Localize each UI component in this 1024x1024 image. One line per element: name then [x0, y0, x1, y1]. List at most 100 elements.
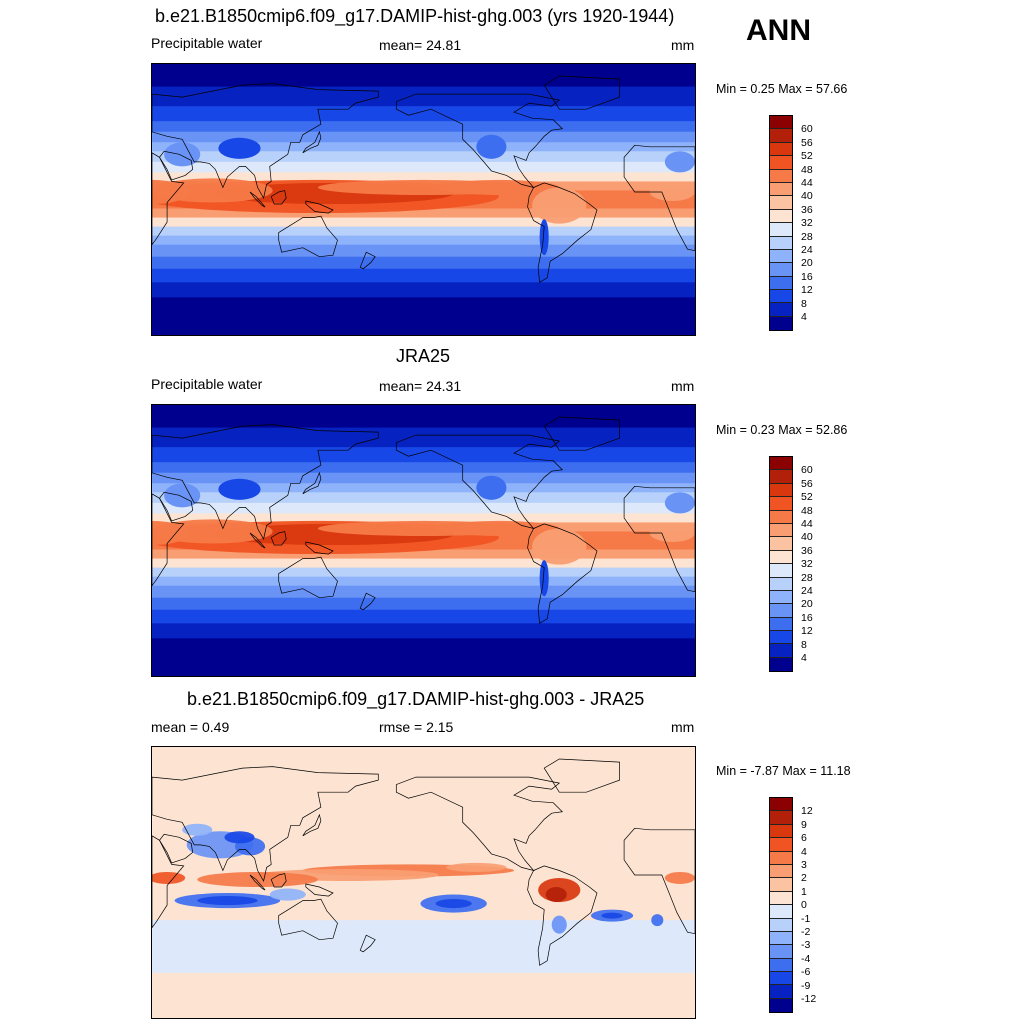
colorbar-tick-label: 0: [801, 899, 807, 912]
map-field: [152, 64, 695, 335]
colorbar-swatch: [770, 263, 792, 277]
main-title: b.e21.B1850cmip6.f09_g17.DAMIP-hist-ghg.…: [155, 6, 675, 26]
colorbar-tick-label: 40: [801, 190, 813, 203]
colorbar-tick-label: 24: [801, 585, 813, 597]
colorbar-tick-label: 20: [801, 598, 813, 611]
panel1-units-label: mm: [671, 37, 695, 53]
panel3-rmse-label: rmse = 2.15: [379, 719, 454, 735]
colorbar-tick-label: -1: [801, 912, 811, 925]
colorbar-tick-label: 56: [801, 477, 813, 490]
colorbar-swatch: [770, 116, 792, 130]
colorbar-tick-label: 52: [801, 491, 813, 504]
colorbar-swatch: [770, 878, 792, 892]
colorbar-swatch: [770, 590, 792, 605]
colorbar-swatch: [770, 303, 792, 317]
panel2-units-label: mm: [671, 378, 695, 394]
colorbar-tick-label: 60: [801, 123, 813, 136]
colorbar-swatch: [770, 316, 792, 331]
colorbar-swatch: [770, 550, 792, 565]
colorbar-tick-label: 48: [801, 163, 813, 176]
colorbar-swatch: [770, 838, 792, 852]
panel1-map: [151, 63, 696, 336]
colorbar-swatch: [770, 918, 792, 932]
colorbar-tick-label: 32: [801, 217, 813, 230]
colorbar-swatch: [770, 905, 792, 919]
colorbar-swatch: [770, 209, 792, 224]
colorbar-swatch: [770, 798, 792, 812]
colorbar-tick-label: 28: [801, 230, 813, 243]
colorbar-tick-label: 16: [801, 270, 813, 283]
panel2-minmax-label: Min = 0.23 Max = 52.86: [716, 423, 848, 437]
panel1-mean-label: mean= 24.81: [379, 37, 462, 53]
panel3-map: [151, 746, 696, 1019]
colorbar-swatch: [770, 483, 792, 498]
colorbar-tick-label: 6: [801, 832, 807, 845]
colorbar-tick-label: 4: [801, 652, 807, 664]
panel2-map: [151, 404, 696, 677]
colorbar-swatch: [770, 824, 792, 839]
colorbar-tick-label: 1: [801, 885, 807, 898]
colorbar-tick-label: 12: [801, 805, 813, 818]
colorbar-swatch: [770, 129, 792, 143]
season-label: ANN: [746, 14, 811, 47]
panel3-units-label: mm: [671, 719, 695, 735]
colorbar-swatch: [770, 236, 792, 250]
colorbar-swatch: [770, 891, 792, 906]
colorbar-tick-label: 44: [801, 177, 813, 189]
colorbar-tick-label: -9: [801, 979, 811, 992]
colorbar-swatch: [770, 577, 792, 591]
colorbar-swatch: [770, 523, 792, 538]
colorbar-tick-label: 4: [801, 845, 807, 858]
colorbar-swatch: [770, 182, 792, 197]
colorbar-swatch: [770, 958, 792, 973]
colorbar-swatch: [770, 470, 792, 484]
colorbar-swatch: [770, 811, 792, 825]
coastlines: [152, 416, 695, 624]
colorbar-swatch: [770, 945, 792, 959]
panel3-minmax-label: Min = -7.87 Max = 11.18: [716, 764, 851, 778]
colorbar-tick-label: 28: [801, 571, 813, 584]
colorbar-tick-label: 9: [801, 818, 807, 831]
panel2-title: JRA25: [396, 346, 451, 366]
colorbar-tick-label: -3: [801, 939, 811, 952]
colorbar-tick-label: 4: [801, 311, 807, 323]
colorbar-tick-label: 3: [801, 859, 807, 871]
colorbar-tick-label: 44: [801, 518, 813, 530]
colorbar-swatch: [770, 276, 792, 291]
panel1-minmax-label: Min = 0.25 Max = 57.66: [716, 82, 848, 96]
colorbar-tick-label: 48: [801, 504, 813, 517]
colorbar-swatch: [770, 851, 792, 865]
colorbar-tick-label: 60: [801, 464, 813, 477]
colorbar-swatch: [770, 156, 792, 170]
colorbar-tick-label: 12: [801, 625, 813, 638]
colorbar-swatch: [770, 972, 792, 986]
colorbar-swatch: [770, 223, 792, 237]
colorbar-tick-label: -2: [801, 926, 811, 938]
panel3-colorbar: [769, 797, 793, 1014]
colorbar-swatch: [770, 985, 792, 999]
colorbar-tick-label: 8: [801, 638, 807, 651]
colorbar-tick-label: -4: [801, 952, 811, 965]
colorbar-tick-label: 8: [801, 297, 807, 310]
colorbar-swatch: [770, 537, 792, 551]
colorbar-swatch: [770, 497, 792, 511]
colorbar-swatch: [770, 142, 792, 157]
colorbar-tick-label: 36: [801, 544, 813, 557]
colorbar-swatch: [770, 644, 792, 658]
colorbar-tick-label: 32: [801, 558, 813, 571]
colorbar-swatch: [770, 457, 792, 471]
colorbar-swatch: [770, 657, 792, 672]
colorbar-swatch: [770, 998, 792, 1013]
colorbar-swatch: [770, 631, 792, 645]
panel1-variable-label: Precipitable water: [151, 35, 263, 51]
panel3-mean-label: mean = 0.49: [151, 719, 230, 735]
panel3-title: b.e21.B1850cmip6.f09_g17.DAMIP-hist-ghg.…: [187, 689, 645, 709]
colorbar-swatch: [770, 249, 792, 264]
colorbar-tick-label: 20: [801, 257, 813, 270]
colorbar-tick-label: 36: [801, 203, 813, 216]
colorbar-tick-label: 12: [801, 284, 813, 297]
colorbar-tick-label: 56: [801, 136, 813, 149]
colorbar-swatch: [770, 617, 792, 632]
panel2-variable-label: Precipitable water: [151, 376, 263, 392]
colorbar-swatch: [770, 169, 792, 183]
